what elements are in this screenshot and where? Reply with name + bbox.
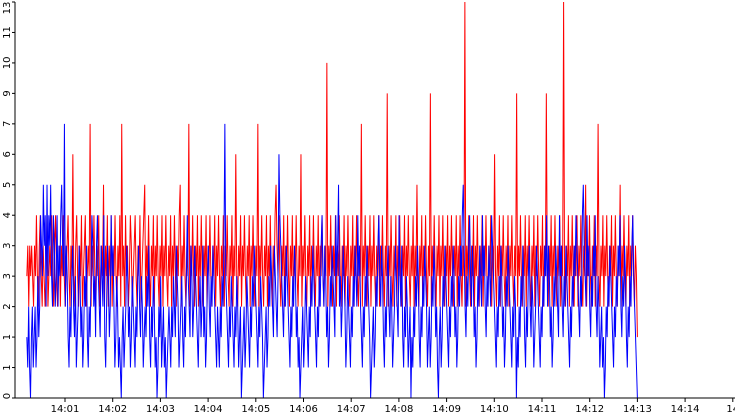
y-tick-label: 4 (2, 212, 13, 218)
x-tick-label: 14:08 (384, 404, 413, 415)
series-line-blue (26, 123, 638, 399)
y-tick-label: 2 (2, 303, 13, 309)
y-tick-label: 7 (2, 121, 13, 127)
x-tick-label: 14:12 (575, 404, 604, 415)
x-tick-label: 14:06 (289, 404, 318, 415)
x-tick-label: 14:03 (146, 404, 175, 415)
y-tick-label: 11 (2, 26, 13, 39)
y-tick-label: 1 (2, 334, 13, 340)
x-tick-label: 14:07 (337, 404, 366, 415)
y-tick-label: 13 (2, 2, 13, 15)
y-tick-label: 3 (2, 243, 13, 249)
series-line-red (26, 1, 638, 338)
x-tick-label: 14:13 (623, 404, 652, 415)
x-tick-label: 14:04 (194, 404, 223, 415)
x-tick-label: 14:05 (241, 404, 270, 415)
y-tick-label: 0 (2, 393, 13, 399)
y-tick-label: 1 (2, 364, 13, 370)
x-tick-label: 14:10 (480, 404, 509, 415)
y-tick-label: 6 (2, 151, 13, 157)
y-tick-label: 5 (2, 182, 13, 188)
series-layer (26, 1, 638, 399)
x-tick-label: 14:11 (528, 404, 557, 415)
x-tick-label: 14:01 (51, 404, 80, 415)
y-tick-label: 10 (2, 57, 13, 70)
x-tick-label: 14:09 (432, 404, 461, 415)
x-tick-label: 14:14 (671, 404, 700, 415)
x-tick-label: 14:02 (98, 404, 127, 415)
y-tick-label: 9 (2, 90, 13, 96)
y-tick-label: 3 (2, 273, 13, 279)
x-tick-label: 14 (726, 404, 735, 415)
